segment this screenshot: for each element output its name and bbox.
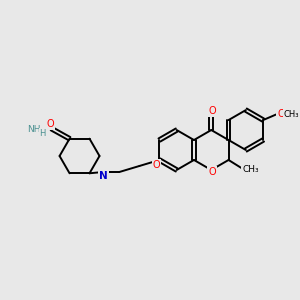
Text: O: O	[153, 160, 160, 170]
Text: CH₃: CH₃	[242, 166, 259, 175]
Text: H: H	[39, 129, 46, 138]
Text: N: N	[99, 171, 108, 181]
Text: O: O	[47, 119, 54, 129]
Text: CH₃: CH₃	[283, 110, 299, 118]
Text: NH: NH	[27, 125, 40, 134]
Text: O: O	[277, 109, 285, 119]
Text: O: O	[208, 106, 216, 116]
Text: O: O	[208, 167, 216, 177]
